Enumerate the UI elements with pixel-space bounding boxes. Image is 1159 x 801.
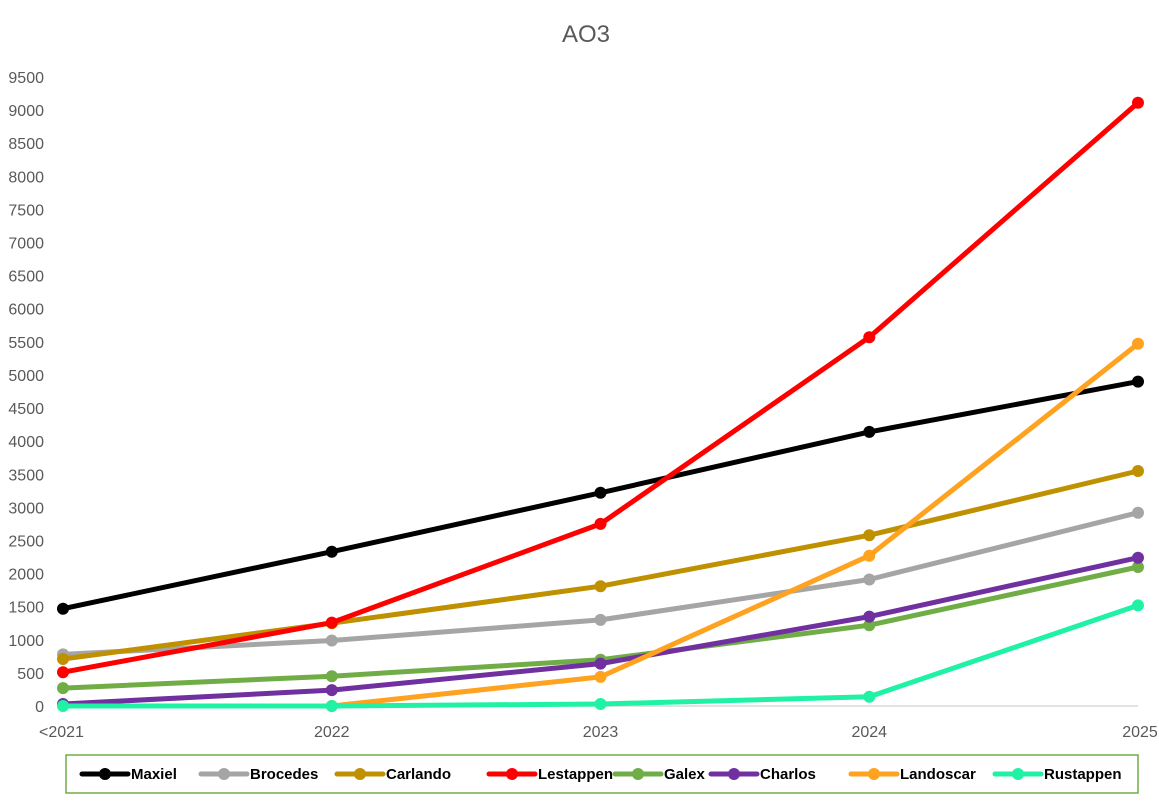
- series-carlando: [57, 465, 1144, 665]
- series-line: [329, 341, 1141, 709]
- legend-item-maxiel: Maxiel: [79, 766, 177, 783]
- legend-item-lestappen: Lestappen: [486, 766, 613, 783]
- data-point: [863, 573, 876, 586]
- data-point: [863, 529, 876, 542]
- data-point: [594, 613, 607, 626]
- legend-label: Rustappen: [1044, 766, 1122, 783]
- data-point: [57, 653, 69, 665]
- y-tick-label: 7500: [8, 202, 44, 219]
- data-point: [863, 425, 876, 438]
- data-point: [325, 700, 338, 712]
- x-tick-label: 2024: [851, 724, 887, 741]
- data-point: [863, 549, 876, 562]
- data-point: [57, 602, 69, 615]
- data-point: [594, 670, 607, 683]
- legend-label: Landoscar: [900, 766, 976, 783]
- legend-item-brocedes: Brocedes: [198, 766, 318, 783]
- data-point: [863, 690, 876, 703]
- y-tick-label: 0: [35, 699, 44, 716]
- data-point: [1132, 465, 1144, 477]
- y-tick-label: 8500: [8, 136, 44, 153]
- y-tick-label: 2000: [8, 567, 44, 584]
- data-point: [57, 666, 69, 679]
- y-tick-label: 9500: [8, 70, 44, 87]
- x-tick-label: 2025: [1122, 724, 1158, 741]
- series-layer: [57, 96, 1144, 712]
- legend-item-carlando: Carlando: [334, 766, 451, 783]
- data-point: [1132, 599, 1144, 612]
- data-point: [1132, 561, 1144, 573]
- legend-item-charlos: Charlos: [708, 766, 816, 783]
- data-point: [594, 657, 607, 670]
- y-tick-label: 9000: [8, 103, 44, 120]
- legend-marker: [632, 768, 644, 780]
- legend-item-rustappen: Rustappen: [992, 766, 1122, 783]
- data-point: [594, 486, 607, 499]
- data-point: [1132, 506, 1144, 519]
- series-rustappen: [57, 599, 1144, 712]
- legend-marker: [218, 768, 230, 780]
- y-tick-label: 3500: [8, 467, 44, 484]
- legend-label: Carlando: [386, 766, 451, 783]
- data-point: [1132, 375, 1144, 388]
- series-maxiel: [57, 375, 1144, 615]
- legend-marker: [868, 768, 880, 780]
- y-tick-label: 4500: [8, 401, 44, 418]
- y-tick-label: 3000: [8, 500, 44, 517]
- legend-item-landoscar: Landoscar: [848, 766, 976, 783]
- x-tick-label: 2023: [583, 724, 619, 741]
- legend-marker: [1012, 768, 1024, 780]
- legend-label: Brocedes: [250, 766, 318, 783]
- y-tick-label: 1000: [8, 633, 44, 650]
- x-tick-label: 2022: [314, 724, 350, 741]
- data-point: [594, 580, 607, 593]
- y-tick-label: 8000: [8, 169, 44, 186]
- y-tick-label: 4000: [8, 434, 44, 451]
- y-tick-label: 6500: [8, 269, 44, 286]
- legend-label: Lestappen: [538, 766, 613, 783]
- y-tick-label: 2500: [8, 533, 44, 550]
- data-point: [863, 619, 876, 632]
- data-point: [594, 698, 607, 710]
- y-axis-ticks: 0 500 1000 1500 2000 2500 3000 3500 4000 4500 5000…: [8, 70, 44, 716]
- data-point: [325, 634, 338, 647]
- data-point: [325, 684, 338, 697]
- x-tick-label: <2021: [39, 724, 84, 741]
- data-point: [325, 545, 338, 558]
- chart-title: AO3: [562, 21, 610, 48]
- legend: Maxiel Brocedes Carlando Lestappen Galex Char…: [65, 754, 1139, 794]
- legend-label: Charlos: [760, 766, 816, 783]
- data-point: [1132, 551, 1144, 564]
- y-tick-label: 500: [17, 666, 44, 683]
- legend-marker: [354, 768, 366, 780]
- data-point: [57, 700, 69, 712]
- legend-label: Maxiel: [131, 766, 177, 783]
- y-tick-label: 6000: [8, 302, 44, 319]
- data-point: [1132, 337, 1144, 350]
- legend-marker: [728, 768, 740, 780]
- y-tick-label: 5500: [8, 335, 44, 352]
- data-point: [863, 610, 876, 623]
- series-lestappen: [57, 96, 1144, 679]
- legend-label: Galex: [664, 766, 706, 783]
- data-point: [325, 670, 338, 683]
- legend-marker: [99, 768, 111, 780]
- series-line: [60, 468, 1141, 662]
- data-point: [863, 331, 876, 344]
- data-point: [57, 682, 69, 695]
- data-point: [325, 616, 338, 629]
- legend-item-galex: Galex: [612, 766, 706, 783]
- legend-marker: [506, 768, 518, 780]
- data-point: [1132, 96, 1144, 109]
- x-axis-ticks: <2021 2022 2023 2024 2025: [39, 724, 1158, 741]
- y-tick-label: 1500: [8, 600, 44, 617]
- y-tick-label: 5000: [8, 368, 44, 385]
- y-tick-label: 7000: [8, 236, 44, 253]
- data-point: [594, 517, 607, 530]
